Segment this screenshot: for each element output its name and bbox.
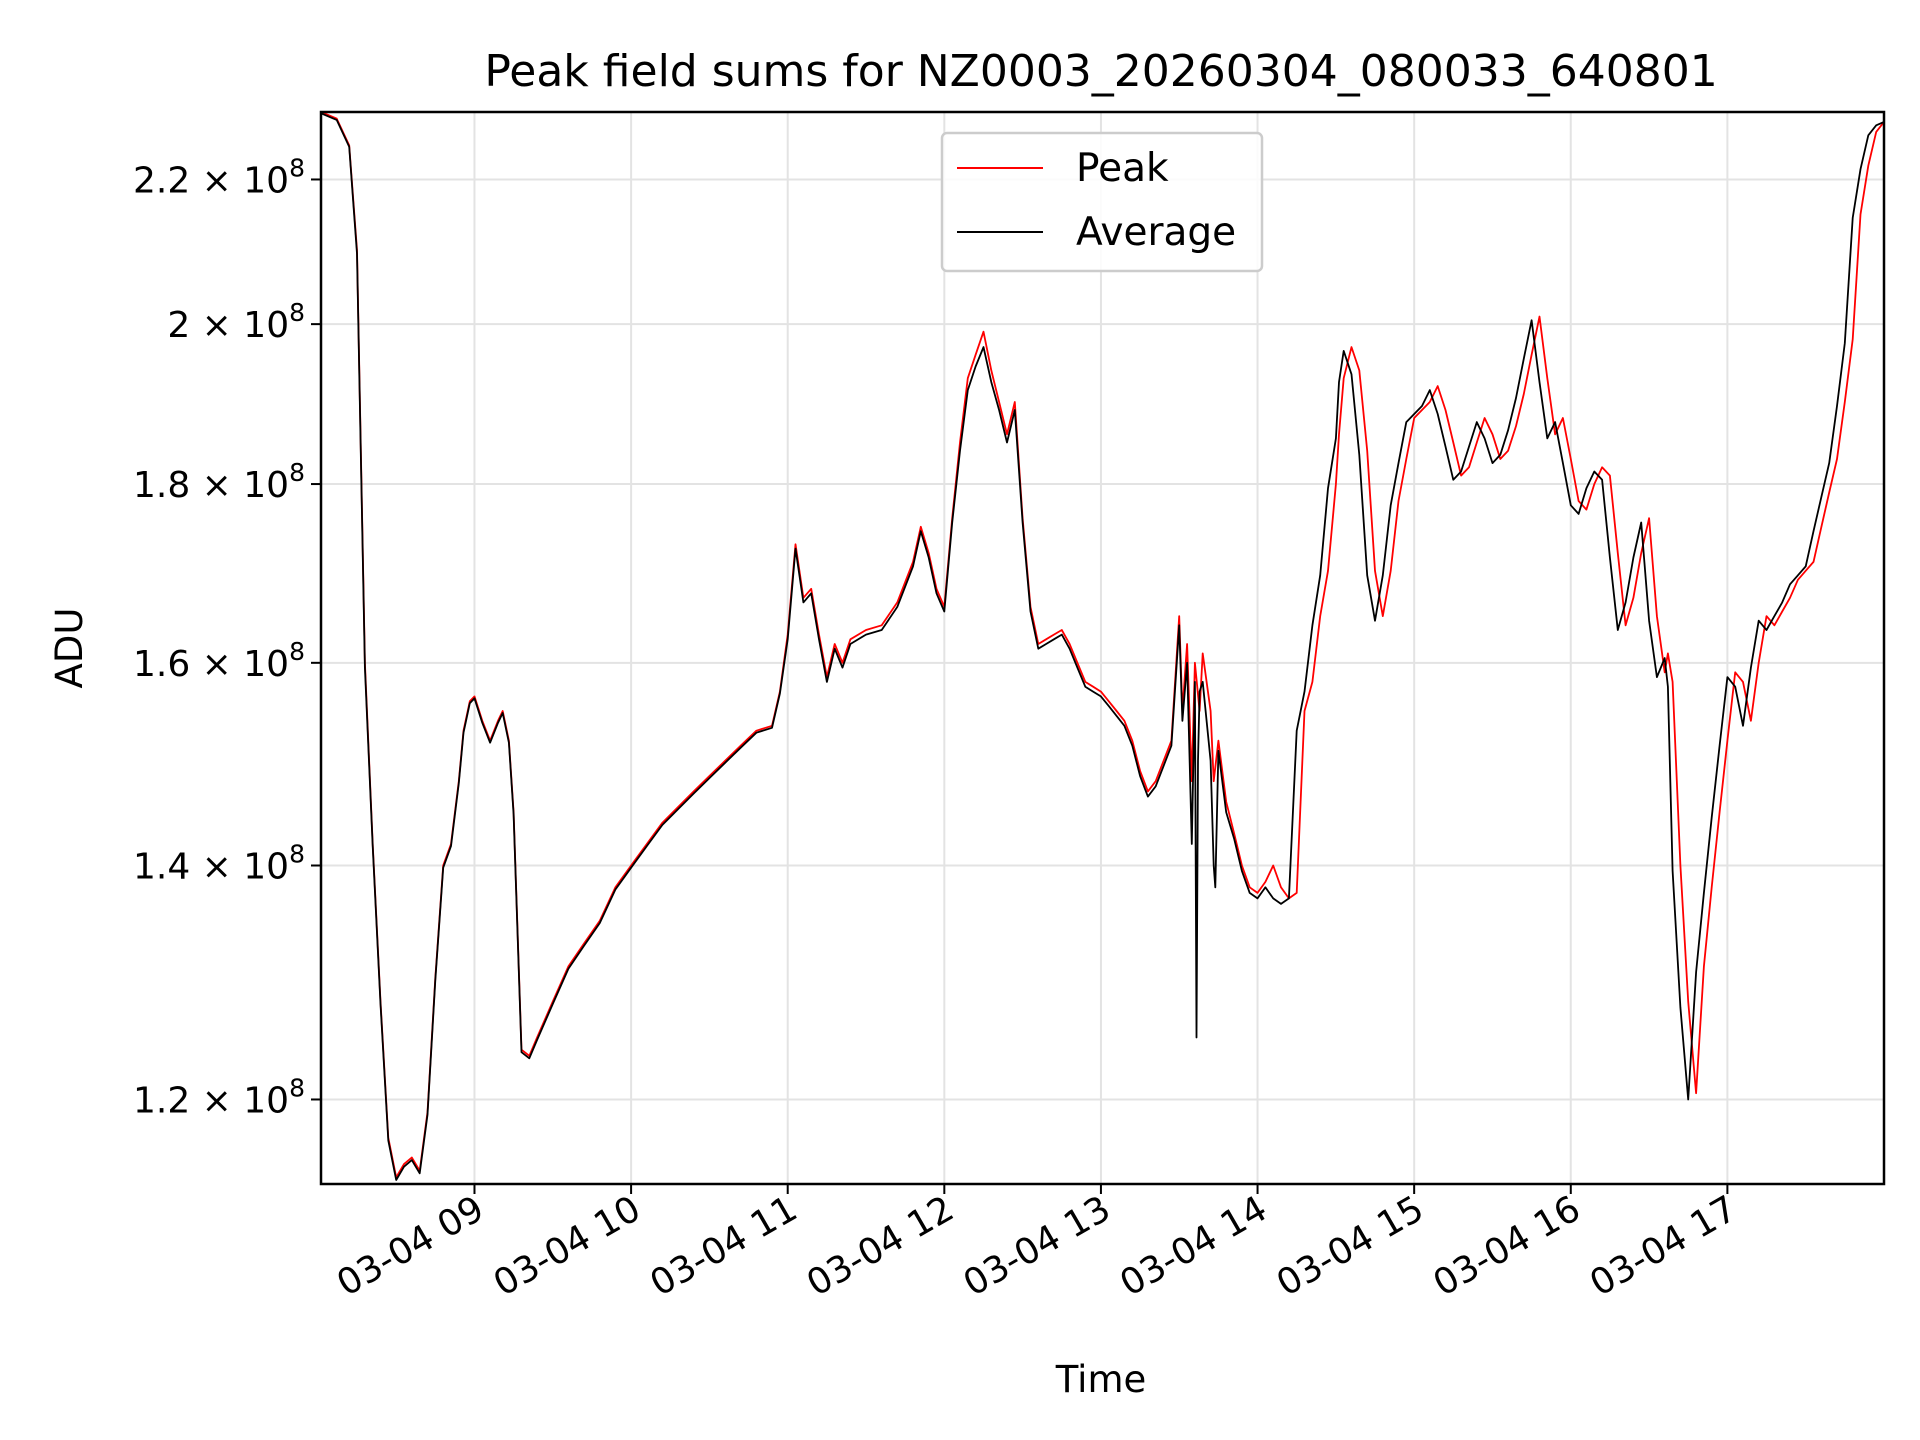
legend-label-average: Average [1076, 210, 1236, 255]
y-axis-ticks: 1.2 × 108 1.4 × 108 1.6 × 108 1.8 × 108 2 × … [133, 153, 321, 1121]
series-line-average [320, 112, 1885, 1181]
legend: Peak Average [940, 131, 1264, 273]
legend-label-peak: Peak [1076, 146, 1169, 191]
series-group [320, 111, 1885, 1181]
series-line-peak [320, 111, 1885, 1179]
y-axis-label: ADU [48, 608, 91, 689]
y-tick-label: 1.2 × 108 [133, 1073, 305, 1121]
y-tick-label: 1.6 × 108 [133, 637, 305, 685]
grid-lines [321, 112, 1884, 1184]
y-tick-label: 2 × 108 [167, 298, 305, 346]
y-tick-label: 1.8 × 108 [133, 458, 305, 506]
chart-title: Peak field sums for NZ0003_20260304_0800… [484, 46, 1717, 97]
x-axis-label: Time [1055, 1358, 1147, 1401]
y-tick-label: 2.2 × 108 [133, 153, 305, 201]
y-tick-label: 1.4 × 108 [133, 840, 305, 888]
plot-area-frame [319, 110, 1886, 1186]
